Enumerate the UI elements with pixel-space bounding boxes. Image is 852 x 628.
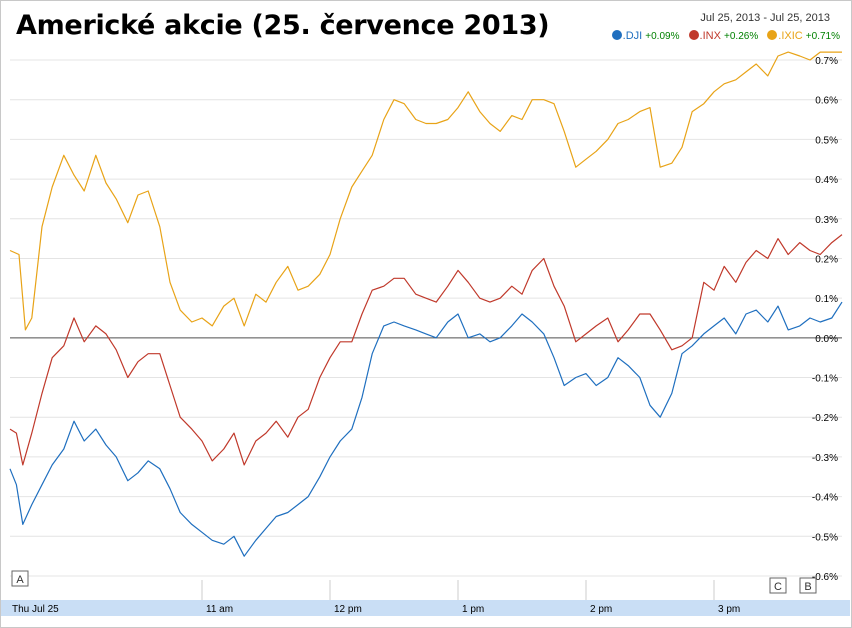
y-tick-label: -0.5%	[812, 532, 838, 543]
x-axis-ticks: Thu Jul 25 11 am 12 pm 1 pm 2 pm 3 pm	[12, 604, 740, 615]
x-tick-label: 1 pm	[462, 604, 484, 615]
legend-dot-inx	[688, 30, 699, 40]
y-axis-ticks: 0.7% 0.6% 0.5% 0.4% 0.3% 0.2% 0.1% 0.0% -0.1% -0.…	[812, 56, 838, 583]
legend-item-dji[interactable]: .DJI +0.09%	[611, 30, 683, 42]
grid	[10, 59, 842, 577]
legend-item-ixic[interactable]: .IXIC +0.71%	[767, 30, 840, 42]
y-tick-label: -0.6%	[812, 572, 838, 583]
y-tick-label: -0.3%	[812, 453, 838, 464]
x-tick-label: 12 pm	[334, 604, 362, 615]
y-tick-label: 0.1%	[815, 294, 838, 305]
x-tick-label: 11 am	[206, 604, 233, 615]
legend-item-inx[interactable]: .INX +0.26%	[688, 30, 762, 42]
y-tick-label: 0.5%	[815, 135, 838, 146]
marker-box	[11, 570, 29, 587]
event-markers: AC B	[11, 570, 817, 594]
event-marker-a[interactable]: A	[11, 570, 29, 587]
legend-symbol: .DJI	[622, 30, 643, 42]
series-line-dji	[9, 301, 843, 557]
y-tick-label: 0.0%	[815, 334, 838, 345]
legend-dot-dji	[611, 30, 622, 40]
marker-label: C	[774, 581, 782, 593]
chart-title: Americké akcie (25. července 2013)	[16, 10, 550, 41]
legend-change: +0.71%	[805, 31, 840, 42]
x-tick-label: 2 pm	[590, 604, 612, 615]
legend: .DJI +0.09% .INX +0.26% .IXIC +0.71%	[606, 30, 840, 42]
x-tick-label: 3 pm	[718, 604, 740, 615]
date-range: Jul 25, 2013 - Jul 25, 2013	[700, 12, 830, 24]
y-tick-label: 0.6%	[815, 96, 838, 107]
legend-symbol: .IXIC	[778, 30, 803, 42]
legend-dot-ixic	[767, 30, 778, 40]
series-line-ixic	[9, 51, 842, 331]
x-axis-bar	[1, 600, 850, 616]
marker-box	[769, 577, 787, 594]
marker-label: A	[16, 574, 24, 586]
series-line-inx	[9, 234, 843, 466]
x-tick-label: Thu Jul 25	[12, 604, 59, 615]
y-tick-label: -0.2%	[812, 413, 838, 424]
y-tick-label: -0.1%	[812, 374, 838, 385]
y-tick-label: 0.7%	[815, 56, 838, 67]
y-tick-label: -0.4%	[812, 493, 838, 504]
vertical-grid	[201, 580, 715, 600]
legend-change: +0.09%	[645, 31, 680, 42]
legend-symbol: .INX	[699, 30, 721, 42]
y-tick-label: 0.3%	[815, 215, 838, 226]
marker-label: B	[804, 581, 811, 593]
event-marker-c[interactable]: C	[769, 577, 787, 594]
marker-box	[799, 577, 817, 594]
y-tick-label: 0.2%	[815, 254, 838, 265]
event-marker-b[interactable]: B	[799, 577, 817, 594]
legend-change: +0.26%	[724, 31, 759, 42]
series-lines	[9, 51, 843, 557]
y-tick-label: 0.4%	[815, 175, 838, 186]
